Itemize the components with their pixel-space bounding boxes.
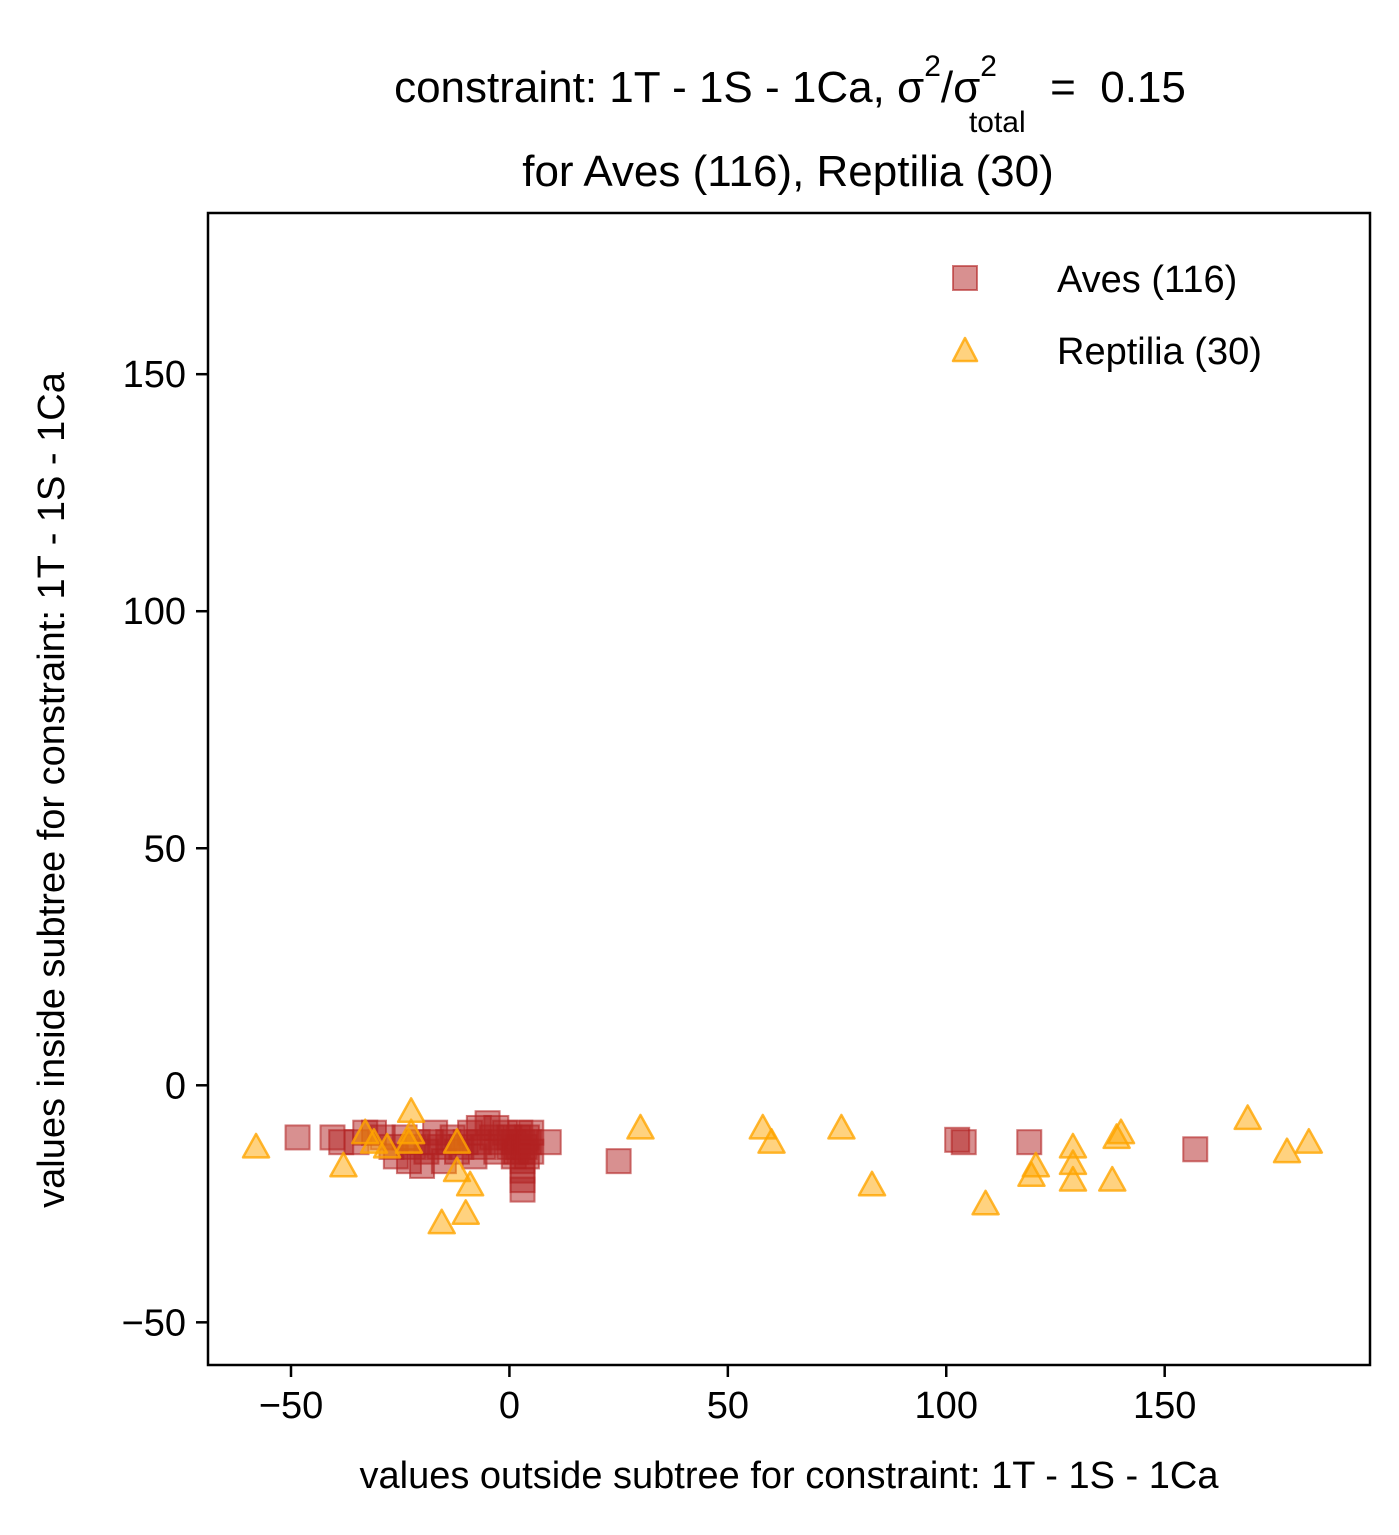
aves-point	[950, 1129, 977, 1156]
reptilia-point	[396, 1118, 426, 1145]
x-tick-label: 150	[1133, 1385, 1196, 1427]
chart-title-sup1: 2	[924, 50, 941, 83]
legend: Aves (116) Reptilia (30)	[951, 259, 1262, 373]
reptilia-point	[971, 1189, 1000, 1216]
reptilia-point	[396, 1097, 426, 1124]
reptilia-point	[427, 1208, 456, 1235]
reptilia-point	[1098, 1165, 1127, 1192]
y-tick-label: 150	[123, 354, 186, 396]
chart-title-main: constraint: 1T - 1S - 1Ca, σ	[394, 63, 924, 112]
chart-title-mid: /σ	[941, 63, 980, 112]
plot-frame	[206, 211, 1372, 1367]
reptilia-point	[1106, 1118, 1136, 1145]
reptilia-point	[857, 1170, 887, 1197]
reptilia-point	[827, 1113, 856, 1140]
x-tick-label: 50	[707, 1385, 749, 1427]
reptilia-point	[455, 1170, 485, 1197]
reptilia-point	[329, 1151, 358, 1178]
reptilia-point	[1294, 1127, 1324, 1154]
reptilia-point	[1058, 1165, 1088, 1192]
data-points	[241, 1097, 1324, 1235]
reptilia-point	[451, 1199, 480, 1225]
reptilia-point	[626, 1113, 655, 1140]
chart-title-end: = 0.15	[1026, 63, 1186, 112]
y-tick-label: 100	[123, 591, 186, 633]
y-tick-label: −50	[122, 1302, 186, 1344]
chart-subtitle: for Aves (116), Reptilia (30)	[522, 147, 1054, 196]
aves-point	[1016, 1129, 1043, 1156]
x-axis-label: values outside subtree for constraint: 1…	[360, 1455, 1220, 1497]
reptilia-point	[1233, 1104, 1262, 1131]
reptilia-point	[1021, 1151, 1051, 1178]
y-tick-label: 0	[165, 1065, 186, 1107]
aves-point	[1182, 1136, 1209, 1163]
reptilia-point	[442, 1156, 472, 1183]
chart-title-sub: total	[969, 106, 1026, 139]
chart-title-sup2: 2	[980, 50, 997, 83]
legend-label-aves: Aves (116)	[1057, 259, 1237, 301]
reptilia-point	[1272, 1137, 1302, 1164]
reptilia-point	[757, 1127, 786, 1154]
x-tick-label: −50	[259, 1385, 323, 1427]
aves-point	[605, 1148, 632, 1175]
x-tick-label: 0	[499, 1385, 520, 1427]
chart-title: constraint: 1T - 1S - 1Ca, σ2/σ2 total = …	[394, 50, 1186, 139]
y-tick-label: 50	[144, 828, 186, 870]
aves-point	[284, 1124, 311, 1151]
reptilia-point	[241, 1132, 271, 1159]
y-axis-ticks: −50 0 50 100 150	[122, 354, 208, 1344]
x-axis-ticks: −50 0 50 100 150	[259, 1365, 1196, 1427]
legend-marker-aves	[952, 265, 978, 291]
reptilia-point	[442, 1127, 472, 1154]
legend-label-reptilia: Reptilia (30)	[1057, 331, 1262, 373]
aves-point	[509, 1176, 536, 1203]
y-axis-label: values inside subtree for constraint: 1T…	[31, 371, 73, 1208]
reptilia-point	[372, 1132, 402, 1159]
legend-marker-reptilia	[951, 336, 979, 363]
aves-point	[535, 1129, 562, 1156]
x-tick-label: 100	[915, 1385, 978, 1427]
aves-point	[483, 1114, 510, 1141]
